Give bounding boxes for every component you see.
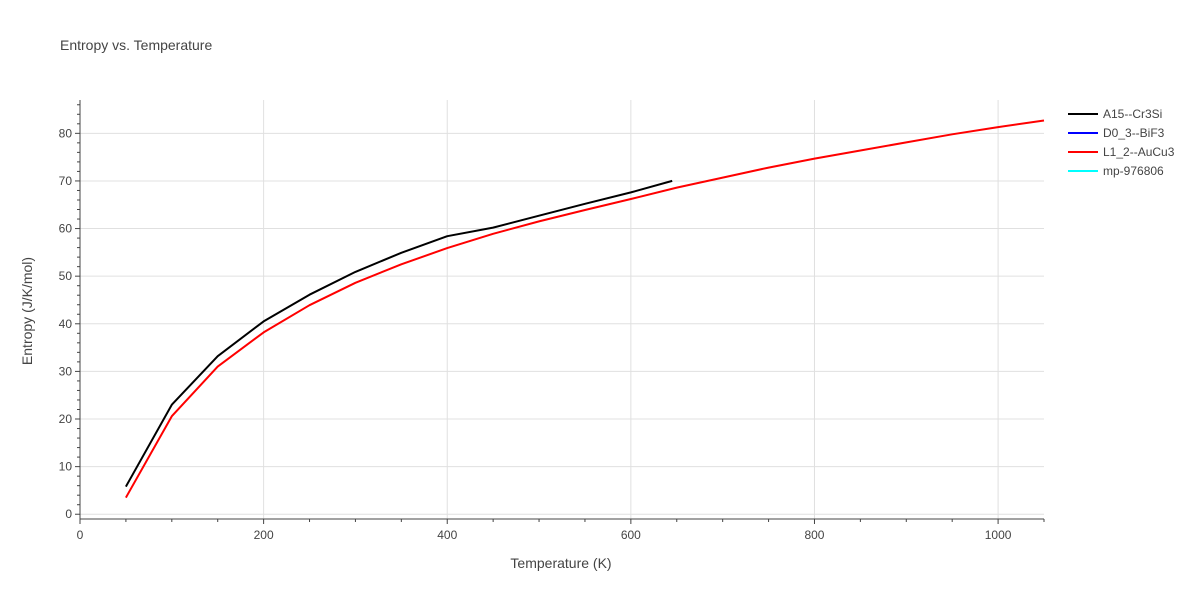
x-tick-label: 200 bbox=[254, 528, 274, 542]
y-tick-label: 0 bbox=[65, 507, 72, 521]
series-line bbox=[125, 119, 1045, 499]
x-tick-label: 1000 bbox=[985, 528, 1012, 542]
chart-title: Entropy vs. Temperature bbox=[60, 37, 212, 53]
y-tick-label: 50 bbox=[59, 269, 73, 283]
y-tick-label: 70 bbox=[59, 174, 73, 188]
x-tick-label: 0 bbox=[77, 528, 84, 542]
legend-label: A15--Cr3Si bbox=[1103, 107, 1162, 121]
plot-area bbox=[125, 119, 1045, 499]
y-tick-label: 80 bbox=[59, 126, 73, 140]
x-tick-label: 600 bbox=[621, 528, 641, 542]
y-tick-label: 60 bbox=[59, 222, 73, 236]
x-tick-label: 400 bbox=[437, 528, 457, 542]
legend-label: mp-976806 bbox=[1103, 164, 1164, 178]
y-tick-label: 20 bbox=[59, 412, 73, 426]
legend-label: L1_2--AuCu3 bbox=[1103, 145, 1175, 159]
y-axis-title: Entropy (J/K/mol) bbox=[19, 257, 35, 365]
y-tick-label: 40 bbox=[59, 317, 73, 331]
series-line bbox=[125, 179, 673, 488]
legend: A15--Cr3Si D0_3--BiF3 L1_2--AuCu3 mp-976806 bbox=[1068, 107, 1175, 178]
grid bbox=[80, 100, 1044, 519]
y-tick-label: 30 bbox=[59, 364, 73, 378]
x-axis-title: Temperature (K) bbox=[510, 555, 611, 571]
legend-label: D0_3--BiF3 bbox=[1103, 126, 1165, 140]
x-tick-label: 800 bbox=[804, 528, 824, 542]
y-tick-label: 10 bbox=[59, 460, 73, 474]
